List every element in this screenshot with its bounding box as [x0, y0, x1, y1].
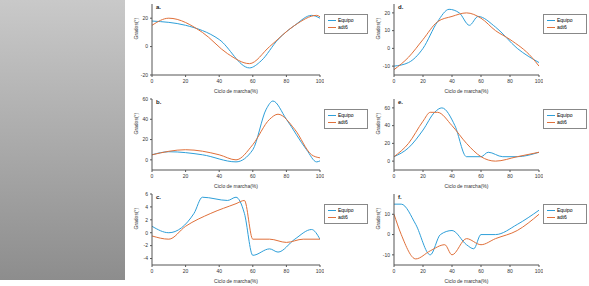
svg-text:60: 60: [250, 173, 256, 179]
svg-text:20: 20: [142, 15, 148, 21]
html-text:d.: d.: [398, 4, 404, 10]
svg-text:20: 20: [420, 78, 426, 84]
html-text:c.: c.: [156, 194, 161, 200]
svg-text:20: 20: [183, 173, 189, 179]
svg-text:0: 0: [387, 231, 390, 237]
svg-text:-4: -4: [144, 255, 149, 261]
svg-text:60: 60: [384, 105, 390, 111]
html-text:Equipo: Equipo: [338, 112, 354, 118]
svg-text:100: 100: [535, 268, 543, 274]
svg-text:Grados(°): Grados(°): [133, 207, 139, 229]
html-text:f.: f.: [398, 194, 402, 200]
svg-text:40: 40: [449, 78, 455, 84]
html-text:adt6: adt6: [557, 119, 567, 125]
html-text:adt6: adt6: [338, 214, 348, 220]
svg-text:-20: -20: [141, 72, 148, 78]
svg-text:80: 80: [507, 173, 513, 179]
html-text:Equipo: Equipo: [557, 112, 573, 118]
svg-text:-10: -10: [383, 252, 390, 258]
svg-text:Grados(°): Grados(°): [133, 112, 139, 134]
svg-text:Grados(°): Grados(°): [375, 17, 381, 39]
svg-text:40: 40: [449, 173, 455, 179]
svg-text:Ciclo de marcha(%): Ciclo de marcha(%): [214, 88, 258, 94]
svg-text:80: 80: [284, 78, 290, 84]
svg-text:0: 0: [151, 173, 154, 179]
svg-text:Ciclo de marcha(%): Ciclo de marcha(%): [445, 183, 489, 189]
svg-text:40: 40: [384, 122, 390, 128]
svg-text:6: 6: [145, 191, 148, 197]
svg-text:0: 0: [145, 43, 148, 49]
svg-text:0: 0: [145, 230, 148, 236]
svg-text:60: 60: [250, 78, 256, 84]
svg-text:100: 100: [535, 173, 543, 179]
svg-text:20: 20: [384, 10, 390, 16]
svg-text:60: 60: [478, 173, 484, 179]
html-text:adt6: adt6: [557, 24, 567, 30]
svg-text:20: 20: [420, 173, 426, 179]
html-text:adt6: adt6: [557, 214, 567, 220]
svg-text:80: 80: [284, 173, 290, 179]
svg-text:20: 20: [183, 78, 189, 84]
svg-text:40: 40: [449, 268, 455, 274]
html-text:Equipo: Equipo: [338, 17, 354, 23]
html-text:Equipo: Equipo: [338, 207, 354, 213]
html-text:Equipo: Equipo: [557, 207, 573, 213]
svg-text:Ciclo de marcha(%): Ciclo de marcha(%): [214, 183, 258, 189]
svg-text:10: 10: [384, 211, 390, 217]
svg-text:100: 100: [535, 78, 543, 84]
svg-text:80: 80: [284, 268, 290, 274]
svg-text:-2: -2: [144, 242, 149, 248]
svg-text:4: 4: [145, 204, 148, 210]
svg-text:80: 80: [507, 78, 513, 84]
svg-text:2: 2: [145, 217, 148, 223]
svg-text:60: 60: [478, 78, 484, 84]
svg-text:20: 20: [420, 268, 426, 274]
svg-text:Grados(°): Grados(°): [375, 112, 381, 134]
svg-text:60: 60: [250, 268, 256, 274]
svg-text:0: 0: [145, 157, 148, 163]
html-text:a.: a.: [156, 4, 161, 10]
svg-text:40: 40: [216, 268, 222, 274]
html-text:adt6: adt6: [338, 119, 348, 125]
svg-text:20: 20: [142, 136, 148, 142]
svg-text:80: 80: [507, 268, 513, 274]
html-text:b.: b.: [156, 99, 162, 105]
svg-text:0: 0: [393, 78, 396, 84]
svg-text:Ciclo de marcha(%): Ciclo de marcha(%): [214, 278, 258, 284]
svg-text:40: 40: [142, 116, 148, 122]
svg-text:60: 60: [142, 96, 148, 102]
svg-text:0: 0: [387, 158, 390, 164]
html-text:e.: e.: [398, 99, 403, 105]
svg-text:Grados(°): Grados(°): [375, 207, 381, 229]
svg-text:20: 20: [183, 268, 189, 274]
svg-text:Ciclo de marcha(%): Ciclo de marcha(%): [445, 88, 489, 94]
svg-text:0: 0: [387, 45, 390, 51]
svg-text:100: 100: [316, 268, 324, 274]
svg-text:0: 0: [151, 78, 154, 84]
svg-text:10: 10: [384, 27, 390, 33]
svg-text:Grados(°): Grados(°): [133, 17, 139, 39]
svg-text:40: 40: [216, 173, 222, 179]
svg-text:Ciclo de marcha(%): Ciclo de marcha(%): [445, 278, 489, 284]
svg-text:-10: -10: [383, 63, 390, 69]
svg-text:0: 0: [393, 268, 396, 274]
svg-text:40: 40: [216, 78, 222, 84]
svg-text:0: 0: [151, 268, 154, 274]
svg-text:0: 0: [393, 173, 396, 179]
svg-text:100: 100: [316, 173, 324, 179]
svg-text:100: 100: [316, 78, 324, 84]
html-text:Equipo: Equipo: [557, 17, 573, 23]
svg-text:60: 60: [478, 268, 484, 274]
html-text:adt6: adt6: [338, 24, 348, 30]
svg-text:20: 20: [384, 140, 390, 146]
